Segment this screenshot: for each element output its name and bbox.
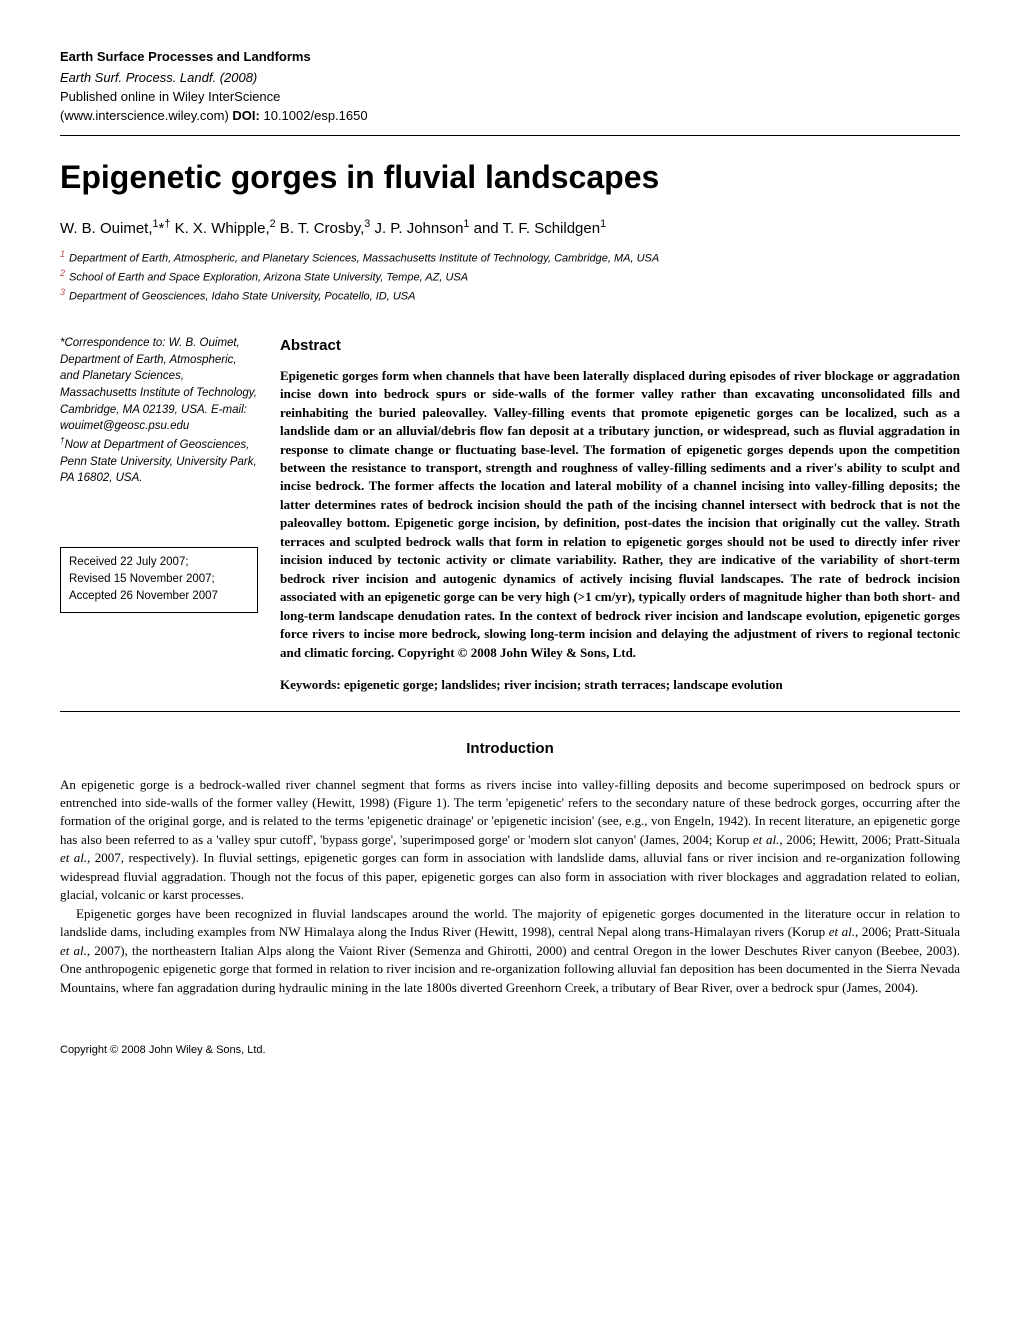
rule-top: [60, 135, 960, 136]
url-prefix: (www.interscience.wiley.com): [60, 108, 232, 123]
revised-date: Revised 15 November 2007;: [69, 571, 249, 588]
doi-line: (www.interscience.wiley.com) DOI: 10.100…: [60, 107, 960, 126]
affiliations: 1 Department of Earth, Atmospheric, and P…: [60, 248, 960, 305]
aff-num: 1: [60, 249, 65, 259]
journal-ref: Earth Surf. Process. Landf. (2008): [60, 69, 960, 88]
pub-line: Published online in Wiley InterScience: [60, 88, 960, 107]
right-column: Abstract Epigenetic gorges form when cha…: [280, 335, 960, 695]
intro-para-1: An epigenetic gorge is a bedrock-walled …: [60, 776, 960, 905]
keywords-line: Keywords: epigenetic gorge; landslides; …: [280, 676, 960, 695]
introduction-body: An epigenetic gorge is a bedrock-walled …: [60, 776, 960, 997]
correspondence-text: *Correspondence to: W. B. Ouimet, Depart…: [60, 337, 257, 432]
affiliation-row: 2 School of Earth and Space Exploration, …: [60, 267, 960, 286]
aff-text: Department of Geosciences, Idaho State U…: [69, 290, 415, 302]
accepted-date: Accepted 26 November 2007: [69, 588, 249, 605]
received-date: Received 22 July 2007;: [69, 554, 249, 571]
aff-num: 2: [60, 268, 65, 278]
aff-text: School of Earth and Space Exploration, A…: [69, 271, 468, 283]
journal-name: Earth Surface Processes and Landforms: [60, 48, 960, 67]
author-line: W. B. Ouimet,1*† K. X. Whipple,2 B. T. C…: [60, 217, 960, 240]
aff-text: Department of Earth, Atmospheric, and Pl…: [69, 252, 659, 264]
aff-num: 3: [60, 287, 65, 297]
intro-para-2: Epigenetic gorges have been recognized i…: [60, 905, 960, 997]
introduction-heading: Introduction: [60, 738, 960, 760]
left-column: *Correspondence to: W. B. Ouimet, Depart…: [60, 335, 258, 695]
copyright-line: Copyright © 2008 John Wiley & Sons, Ltd.: [60, 1043, 960, 1059]
affiliation-row: 3 Department of Geosciences, Idaho State …: [60, 286, 960, 305]
article-title: Epigenetic gorges in fluvial landscapes: [60, 154, 960, 200]
affiliation-row: 1 Department of Earth, Atmospheric, and P…: [60, 248, 960, 267]
abstract-heading: Abstract: [280, 335, 960, 357]
doi-value: 10.1002/esp.1650: [260, 108, 368, 123]
rule-mid: [60, 711, 960, 712]
correspondence-dagger: †Now at Department of Geosciences, Penn …: [60, 439, 257, 484]
correspondence-block: *Correspondence to: W. B. Ouimet, Depart…: [60, 335, 258, 487]
dates-box: Received 22 July 2007; Revised 15 Novemb…: [60, 547, 258, 613]
journal-header: Earth Surface Processes and Landforms Ea…: [60, 48, 960, 125]
two-column-layout: *Correspondence to: W. B. Ouimet, Depart…: [60, 335, 960, 695]
abstract-body: Epigenetic gorges form when channels tha…: [280, 367, 960, 662]
doi-label: DOI:: [232, 108, 259, 123]
